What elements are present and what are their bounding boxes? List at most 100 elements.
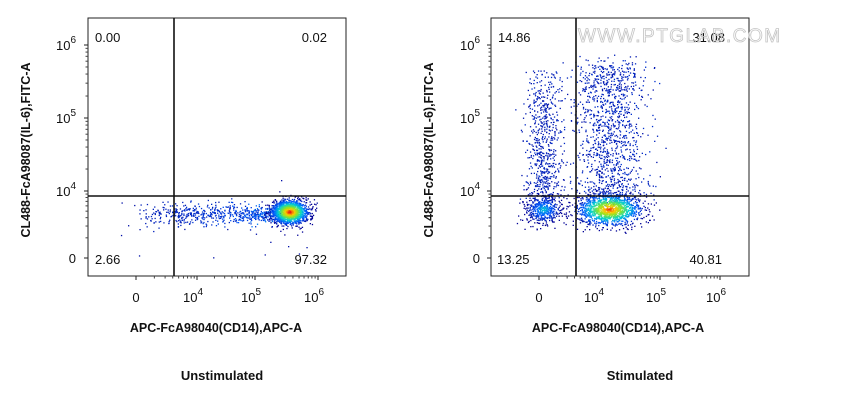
event-dot bbox=[587, 111, 589, 113]
event-dot bbox=[620, 80, 623, 82]
event-dot bbox=[286, 202, 288, 204]
event-dot bbox=[576, 191, 578, 193]
event-dot bbox=[532, 192, 534, 194]
event-dot bbox=[544, 196, 546, 198]
event-dot bbox=[613, 168, 615, 171]
event-dot bbox=[543, 212, 545, 214]
event-dot bbox=[276, 203, 278, 206]
event-dot bbox=[250, 217, 252, 220]
event-dot bbox=[604, 122, 606, 124]
event-dot bbox=[224, 214, 226, 216]
event-dot bbox=[210, 216, 212, 218]
event-dot bbox=[647, 180, 649, 183]
event-dot bbox=[262, 212, 264, 215]
event-dot bbox=[538, 201, 540, 203]
event-dot bbox=[309, 223, 311, 225]
event-dot bbox=[624, 221, 626, 223]
event-dot bbox=[535, 182, 537, 184]
event-dot bbox=[599, 176, 601, 178]
event-dot bbox=[530, 219, 532, 222]
event-dot bbox=[606, 167, 608, 170]
event-dot bbox=[600, 146, 602, 148]
event-dot bbox=[593, 68, 596, 70]
event-dot bbox=[277, 207, 279, 209]
event-dot bbox=[277, 205, 279, 207]
event-dot bbox=[546, 217, 548, 219]
event-dot bbox=[281, 205, 283, 207]
event-dot bbox=[555, 186, 557, 188]
event-dot bbox=[548, 88, 550, 90]
event-dot bbox=[634, 74, 636, 76]
event-dot bbox=[288, 218, 290, 220]
event-dot bbox=[290, 201, 293, 204]
event-dot bbox=[635, 140, 638, 142]
event-dot bbox=[586, 82, 588, 84]
event-dot bbox=[565, 213, 567, 216]
event-dot bbox=[570, 99, 572, 101]
event-dot bbox=[611, 74, 613, 76]
event-dot bbox=[295, 219, 297, 222]
event-dot bbox=[286, 198, 289, 200]
event-dot bbox=[598, 206, 600, 208]
event-dot bbox=[626, 210, 628, 213]
event-dot bbox=[597, 95, 600, 97]
event-dot bbox=[633, 151, 635, 153]
event-dot bbox=[223, 217, 225, 219]
event-dot bbox=[202, 222, 204, 225]
event-dot bbox=[546, 155, 549, 157]
event-dot bbox=[243, 216, 245, 218]
event-dot bbox=[612, 73, 614, 75]
event-dot bbox=[285, 214, 287, 216]
event-dot bbox=[548, 200, 550, 202]
event-dot bbox=[612, 192, 614, 194]
event-dot bbox=[605, 208, 607, 210]
event-dot bbox=[296, 223, 298, 225]
event-dot bbox=[214, 209, 216, 211]
event-dot bbox=[549, 130, 551, 132]
event-dot bbox=[260, 215, 262, 218]
event-dot bbox=[276, 223, 278, 225]
event-dot bbox=[275, 213, 277, 215]
event-dot bbox=[304, 207, 306, 209]
event-dot bbox=[600, 116, 602, 118]
event-dot bbox=[600, 100, 602, 103]
event-dot bbox=[615, 199, 617, 201]
event-dot bbox=[587, 214, 589, 217]
event-dot bbox=[546, 169, 548, 171]
event-dot bbox=[659, 82, 661, 85]
event-dot bbox=[265, 216, 267, 218]
event-dot bbox=[552, 139, 554, 141]
event-dot bbox=[610, 194, 612, 196]
event-dot bbox=[539, 93, 541, 95]
event-dot bbox=[599, 187, 601, 189]
event-dot bbox=[597, 190, 599, 192]
event-dot bbox=[145, 222, 147, 225]
event-dot bbox=[559, 167, 561, 169]
event-dot bbox=[560, 189, 562, 192]
event-dot bbox=[545, 207, 547, 209]
event-dot bbox=[274, 218, 276, 220]
event-dot bbox=[613, 210, 615, 212]
event-dot bbox=[540, 160, 542, 162]
event-dot bbox=[596, 80, 598, 83]
event-dot bbox=[635, 210, 637, 212]
event-dot bbox=[530, 172, 533, 175]
event-dot bbox=[215, 214, 217, 216]
event-dot bbox=[593, 80, 595, 82]
event-dot bbox=[235, 211, 237, 213]
event-dot bbox=[588, 198, 590, 200]
event-dot bbox=[217, 212, 219, 214]
event-dot bbox=[553, 221, 555, 223]
event-dot bbox=[315, 210, 317, 212]
event-dot bbox=[605, 221, 607, 223]
event-dot bbox=[593, 139, 596, 142]
event-dot bbox=[284, 206, 286, 209]
event-dot bbox=[221, 215, 223, 217]
event-dot bbox=[607, 92, 609, 94]
event-dot bbox=[563, 179, 565, 181]
event-dot bbox=[294, 220, 296, 222]
event-dot bbox=[540, 70, 542, 72]
event-dot bbox=[540, 216, 543, 218]
event-dot bbox=[601, 188, 603, 190]
event-dot bbox=[311, 212, 313, 215]
